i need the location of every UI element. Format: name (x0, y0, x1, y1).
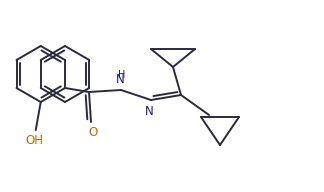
Text: N: N (116, 73, 124, 86)
Text: O: O (88, 126, 98, 139)
Text: N: N (145, 105, 153, 118)
Text: H: H (118, 70, 126, 80)
Text: OH: OH (26, 134, 44, 147)
